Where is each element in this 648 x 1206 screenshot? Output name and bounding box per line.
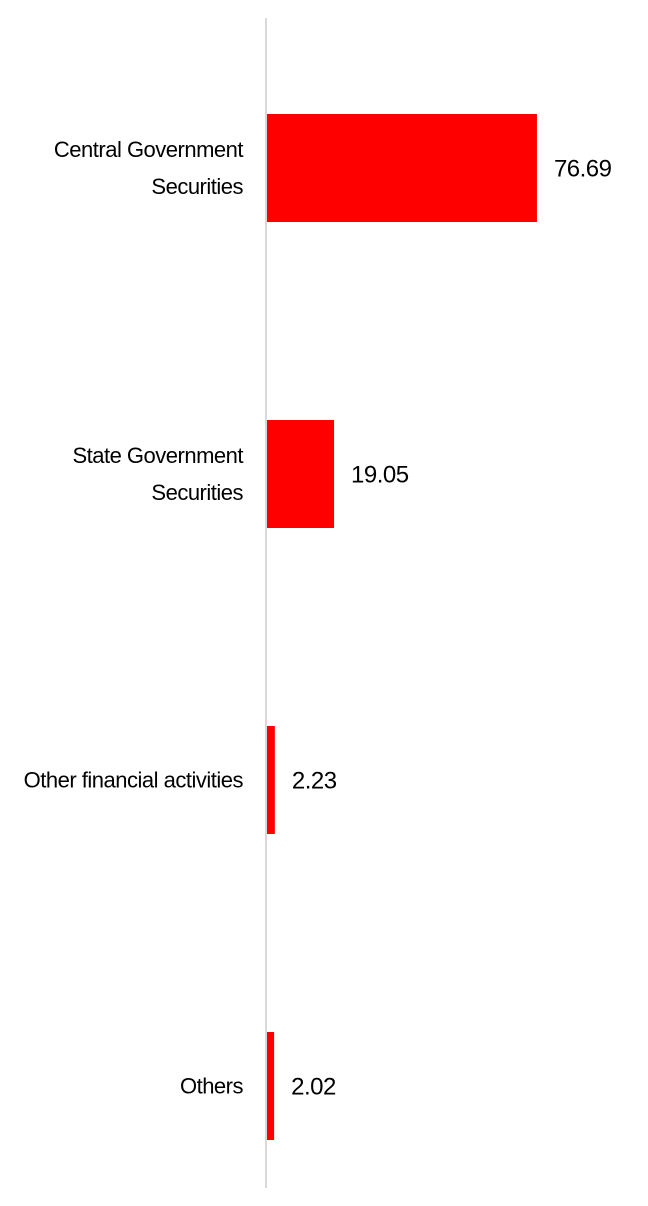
bar [267, 114, 537, 222]
category-label: Other financial activities [23, 767, 244, 793]
bar [267, 420, 335, 528]
category-label: Central Government Securities [53, 137, 244, 199]
value-label: 19.05 [351, 461, 409, 488]
value-label: 2.02 [291, 1073, 336, 1100]
value-label: 76.69 [554, 155, 612, 182]
category-label: Others [179, 1073, 244, 1099]
value-label: 2.23 [292, 767, 337, 794]
bar [267, 726, 275, 834]
category-label: State Government Securities [72, 443, 243, 505]
bar [267, 1032, 275, 1140]
